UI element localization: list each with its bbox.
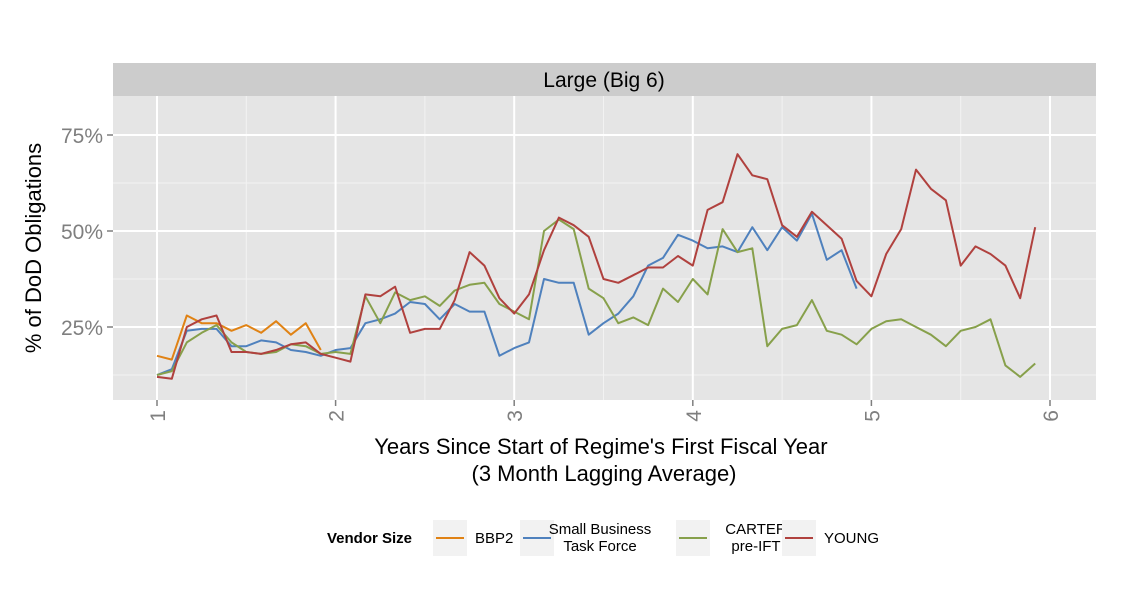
legend-label-1: Small Business Task Force — [549, 521, 652, 555]
legend-title: Vendor Size — [327, 530, 412, 547]
legend-label-0: BBP2 — [475, 530, 513, 547]
legend-label-3: YOUNG — [824, 530, 879, 547]
series-lines — [156, 153, 1037, 380]
series-line-1 — [156, 212, 858, 376]
y-axis: 25% 50% 75% — [61, 125, 113, 340]
legend: Vendor Size BBP2 Small Business Task Force… — [327, 520, 879, 556]
series-line-3 — [156, 153, 1037, 380]
y-axis-title: % of DoD Obligations — [21, 143, 46, 353]
panel-title: Large (Big 6) — [543, 69, 664, 92]
x-tick-label-1: 2 — [326, 410, 349, 422]
x-tick-label-5: 6 — [1040, 410, 1063, 422]
x-tick-label-0: 1 — [147, 410, 170, 422]
x-axis: 1 2 3 4 5 6 — [147, 400, 1063, 422]
legend-label-2: CARTER pre-IFT — [725, 521, 787, 555]
x-tick-label-2: 3 — [504, 410, 527, 422]
x-axis-title-line-2: (3 Month Lagging Average) — [472, 461, 737, 486]
y-tick-label-0: 25% — [61, 317, 103, 340]
series-line-2 — [156, 218, 1036, 378]
x-tick-label-4: 5 — [861, 410, 884, 422]
x-axis-title: Years Since Start of Regime's First Fisc… — [374, 434, 833, 486]
grid-major — [113, 96, 1096, 400]
y-tick-label-2: 75% — [61, 125, 103, 148]
grid-minor — [113, 96, 1096, 400]
x-tick-label-3: 4 — [683, 410, 706, 422]
strip-background — [113, 63, 1096, 96]
x-axis-title-line-1: Years Since Start of Regime's First Fisc… — [374, 434, 827, 459]
y-tick-label-1: 50% — [61, 221, 103, 244]
series-line-0 — [156, 314, 322, 361]
